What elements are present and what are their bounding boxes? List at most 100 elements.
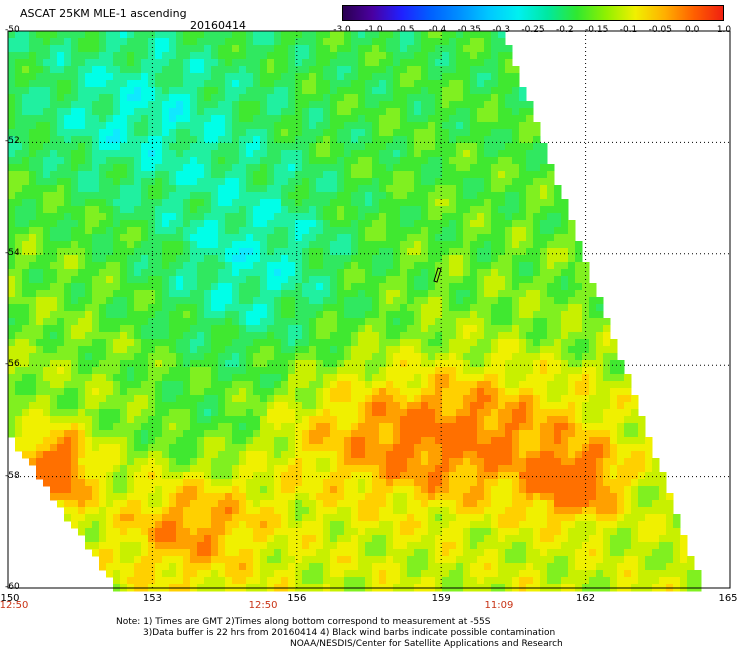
field-cell: [456, 94, 464, 102]
field-cell: [386, 199, 394, 207]
field-cell: [99, 101, 107, 109]
field-cell: [99, 402, 107, 410]
field-cell: [295, 353, 303, 361]
field-cell: [449, 52, 457, 60]
field-cell: [29, 388, 37, 396]
field-cell: [421, 143, 429, 151]
field-cell: [295, 395, 303, 403]
field-cell: [141, 150, 149, 158]
field-cell: [337, 430, 345, 438]
field-cell: [232, 150, 240, 158]
field-cell: [456, 381, 464, 389]
field-cell: [442, 66, 450, 74]
field-cell: [386, 45, 394, 53]
field-cell: [85, 339, 93, 347]
field-cell: [498, 290, 506, 298]
field-cell: [372, 381, 380, 389]
field-cell: [232, 290, 240, 298]
field-cell: [540, 360, 548, 368]
field-cell: [477, 31, 485, 39]
field-cell: [22, 409, 30, 417]
field-cell: [57, 283, 65, 291]
field-cell: [456, 311, 464, 319]
field-cell: [358, 367, 366, 375]
field-cell: [491, 73, 499, 81]
field-cell: [442, 339, 450, 347]
field-cell: [561, 381, 569, 389]
field-cell: [148, 353, 156, 361]
field-cell: [414, 220, 422, 228]
field-cell: [218, 185, 226, 193]
field-cell: [484, 136, 492, 144]
field-cell: [337, 241, 345, 249]
field-cell: [442, 318, 450, 326]
field-cell: [162, 143, 170, 151]
field-cell: [85, 290, 93, 298]
field-cell: [8, 269, 16, 277]
field-cell: [470, 129, 478, 137]
field-cell: [106, 402, 114, 410]
field-cell: [169, 220, 177, 228]
field-cell: [442, 136, 450, 144]
field-cell: [92, 115, 100, 123]
field-cell: [155, 290, 163, 298]
field-cell: [288, 66, 296, 74]
field-cell: [239, 115, 247, 123]
field-cell: [267, 94, 275, 102]
field-cell: [50, 185, 58, 193]
field-cell: [239, 206, 247, 214]
field-cell: [232, 234, 240, 242]
field-cell: [477, 248, 485, 256]
field-cell: [15, 255, 23, 263]
field-cell: [351, 388, 359, 396]
field-cell: [351, 136, 359, 144]
field-cell: [449, 115, 457, 123]
field-cell: [288, 52, 296, 60]
field-cell: [540, 304, 548, 312]
field-cell: [428, 199, 436, 207]
field-cell: [141, 269, 149, 277]
field-cell: [232, 178, 240, 186]
field-cell: [519, 171, 527, 179]
field-cell: [519, 346, 527, 354]
field-cell: [302, 430, 310, 438]
field-cell: [106, 374, 114, 382]
field-cell: [400, 402, 408, 410]
field-cell: [211, 444, 219, 452]
field-cell: [365, 199, 373, 207]
field-cell: [29, 276, 37, 284]
field-cell: [428, 73, 436, 81]
field-cell: [470, 192, 478, 200]
field-cell: [442, 262, 450, 270]
field-cell: [162, 164, 170, 172]
field-cell: [393, 234, 401, 242]
field-cell: [197, 297, 205, 305]
field-cell: [379, 311, 387, 319]
field-cell: [358, 262, 366, 270]
field-cell: [204, 206, 212, 214]
field-cell: [470, 402, 478, 410]
field-cell: [211, 220, 219, 228]
field-cell: [183, 402, 191, 410]
field-cell: [141, 38, 149, 46]
field-cell: [463, 227, 471, 235]
field-cell: [29, 423, 37, 431]
field-cell: [575, 318, 583, 326]
field-cell: [491, 311, 499, 319]
field-cell: [281, 276, 289, 284]
field-cell: [197, 276, 205, 284]
field-cell: [141, 234, 149, 242]
field-cell: [8, 178, 16, 186]
field-cell: [85, 143, 93, 151]
field-cell: [92, 353, 100, 361]
field-cell: [491, 38, 499, 46]
field-cell: [99, 360, 107, 368]
field-cell: [407, 430, 415, 438]
field-cell: [92, 150, 100, 158]
field-cell: [309, 353, 317, 361]
field-cell: [421, 402, 429, 410]
field-cell: [148, 360, 156, 368]
field-cell: [463, 451, 471, 459]
field-cell: [120, 388, 128, 396]
field-cell: [134, 248, 142, 256]
